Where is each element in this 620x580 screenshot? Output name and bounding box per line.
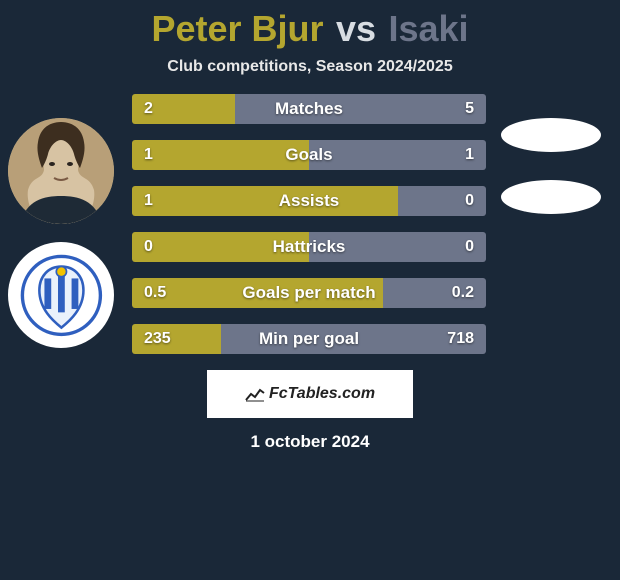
- stat-value-right: 0: [465, 232, 474, 262]
- stat-row: 1 Assists 0: [132, 186, 486, 216]
- vs-label: vs: [336, 8, 376, 49]
- stat-value-right: 0.2: [452, 278, 474, 308]
- stat-row: 0 Hattricks 0: [132, 232, 486, 262]
- subtitle: Club competitions, Season 2024/2025: [0, 58, 620, 76]
- stat-row: 235 Min per goal 718: [132, 324, 486, 354]
- stat-label: Goals: [132, 140, 486, 170]
- stat-label: Min per goal: [132, 324, 486, 354]
- chart-icon: [245, 386, 265, 402]
- player1-column: [6, 118, 116, 348]
- stat-value-right: 718: [447, 324, 474, 354]
- player2-club-placeholder: [501, 180, 601, 214]
- stat-value-right: 0: [465, 186, 474, 216]
- footer-brand-box: FcTables.com: [207, 370, 413, 418]
- comparison-bar-chart: 2 Matches 5 1 Goals 1 1 Assists 0 0 Hatt…: [132, 94, 486, 354]
- stat-label: Hattricks: [132, 232, 486, 262]
- brand-label: FcTables.com: [245, 385, 375, 403]
- player2-column: [496, 118, 606, 214]
- player1-name: Peter Bjur: [151, 8, 323, 49]
- stat-row: 0.5 Goals per match 0.2: [132, 278, 486, 308]
- stat-label: Assists: [132, 186, 486, 216]
- stat-row: 2 Matches 5: [132, 94, 486, 124]
- date-label: 1 october 2024: [0, 432, 620, 452]
- brand-text: FcTables.com: [269, 385, 375, 403]
- player1-club-logo: [8, 242, 114, 348]
- player2-avatar-placeholder: [501, 118, 601, 152]
- stat-value-right: 1: [465, 140, 474, 170]
- stat-value-right: 5: [465, 94, 474, 124]
- player2-name: Isaki: [388, 8, 468, 49]
- stat-label: Matches: [132, 94, 486, 124]
- stat-row: 1 Goals 1: [132, 140, 486, 170]
- player1-avatar: [8, 118, 114, 224]
- comparison-title: Peter Bjur vs Isaki: [0, 0, 620, 50]
- stat-label: Goals per match: [132, 278, 486, 308]
